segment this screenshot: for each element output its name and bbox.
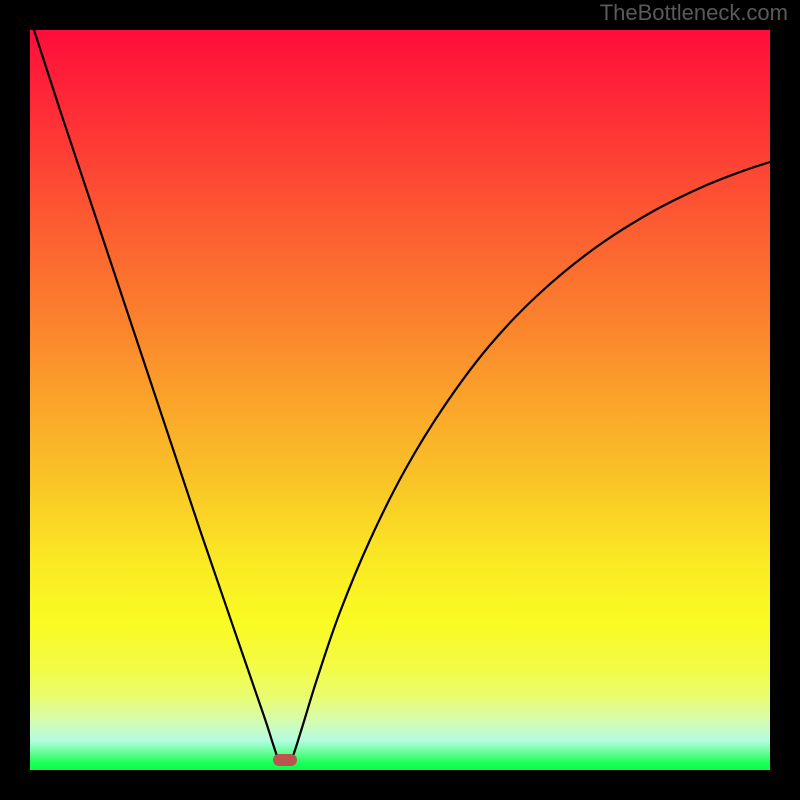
minimum-marker [273, 754, 297, 766]
plot-background [30, 30, 770, 770]
watermark-text: TheBottleneck.com [600, 0, 788, 26]
bottleneck-chart [0, 0, 800, 800]
chart-container: TheBottleneck.com [0, 0, 800, 800]
